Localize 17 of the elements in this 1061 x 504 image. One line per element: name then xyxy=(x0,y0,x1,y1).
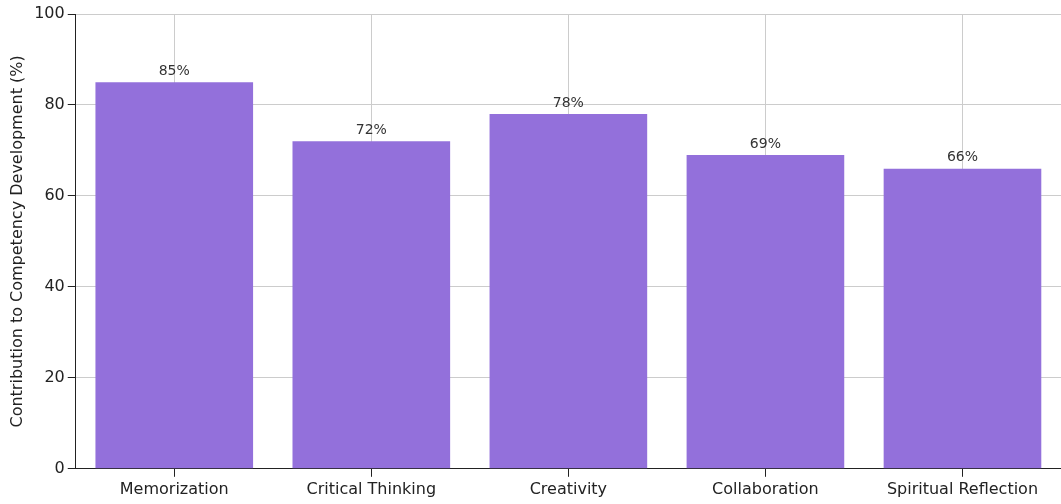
data-label: 78% xyxy=(552,93,584,110)
x-tick-label: Collaboration xyxy=(712,478,819,498)
y-tick-label: 40 xyxy=(44,276,65,296)
x-tick-label: Memorization xyxy=(119,478,229,498)
y-axis-title: Contribution to Competency Development (%) xyxy=(6,55,26,428)
x-tick-label: Creativity xyxy=(529,478,608,498)
x-tick-label: Spiritual Reflection xyxy=(886,478,1039,498)
y-tick-label: 100 xyxy=(34,3,65,23)
y-tick-label: 20 xyxy=(44,367,65,386)
data-label: 66% xyxy=(946,148,979,165)
x-tick-label: Critical Thinking xyxy=(306,478,437,498)
data-label: 85% xyxy=(158,61,190,78)
y-tick-label: 80 xyxy=(44,94,65,114)
y-tick-label: 60 xyxy=(44,185,65,205)
data-label: 72% xyxy=(355,120,387,137)
data-label: 69% xyxy=(749,134,781,151)
y-tick-label: 0 xyxy=(54,457,65,477)
